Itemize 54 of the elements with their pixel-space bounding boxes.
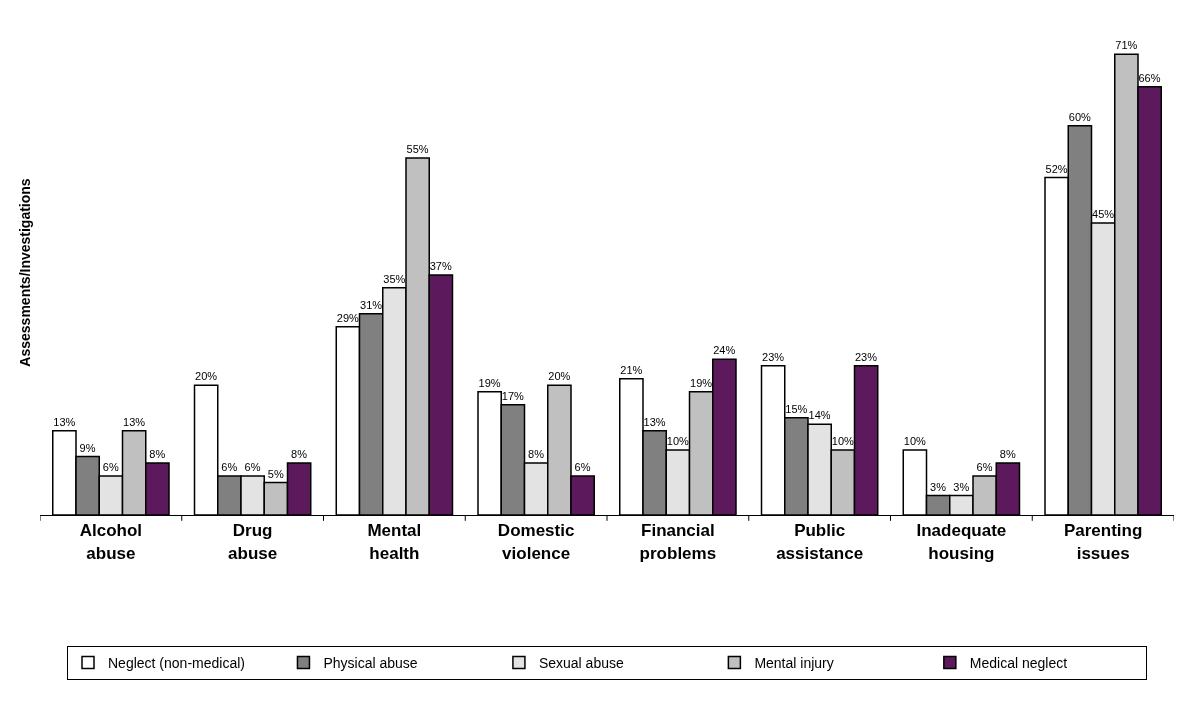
data-label: 35% (383, 272, 406, 285)
x-tick-label: Public assistance (776, 521, 864, 563)
data-label: 10% (666, 435, 689, 448)
data-label: 29% (336, 311, 359, 324)
data-label: 8% (528, 448, 545, 461)
data-label: 24% (713, 344, 736, 357)
data-label: 55% (406, 143, 429, 156)
data-label: 23% (762, 350, 785, 363)
legend-label: Sexual abuse (538, 655, 624, 672)
x-tick-label: Mental health (367, 521, 422, 563)
data-label: 8% (149, 448, 166, 461)
x-tick-label: Inadequate housing (916, 521, 1007, 563)
data-label: 45% (1092, 207, 1115, 220)
data-label: 23% (855, 350, 878, 363)
data-label: 15% (785, 402, 808, 415)
data-label: 3% (953, 480, 970, 493)
data-label: 6% (102, 461, 119, 474)
data-label: 37% (429, 259, 452, 272)
data-label: 13% (123, 415, 146, 428)
data-label: 20% (195, 370, 218, 383)
data-label: 6% (574, 461, 591, 474)
data-label: 6% (976, 461, 993, 474)
legend-label: Neglect (non-medical) (108, 655, 245, 672)
data-label: 8% (291, 448, 308, 461)
data-label: 6% (244, 461, 261, 474)
data-label: 5% (267, 467, 284, 480)
data-label: 14% (808, 409, 831, 422)
data-label: 60% (1068, 110, 1091, 123)
data-label: 13% (643, 415, 666, 428)
data-label: 31% (360, 298, 383, 311)
data-label: 19% (690, 376, 713, 389)
data-label: 13% (53, 415, 76, 428)
x-tick-label: Drug abuse (228, 521, 278, 563)
data-label: 17% (501, 389, 524, 402)
data-label: 52% (1045, 162, 1068, 175)
x-tick-label: Financial problems (639, 521, 717, 563)
data-label: 19% (478, 376, 501, 389)
data-label: 10% (831, 435, 854, 448)
data-label: 66% (1138, 71, 1161, 84)
data-label: 21% (620, 363, 643, 376)
x-tick-label: Alcohol abuse (79, 521, 143, 563)
data-label: 71% (1115, 39, 1138, 52)
data-label: 6% (221, 461, 238, 474)
legend-label: Medical neglect (969, 655, 1068, 672)
y-axis-title: Assessments/Investigations (16, 178, 33, 367)
data-label: 9% (79, 441, 96, 454)
data-label: 10% (903, 435, 926, 448)
x-tick-label: Domestic violence (497, 521, 575, 563)
data-label: 8% (999, 448, 1016, 461)
data-label: 20% (548, 370, 571, 383)
legend-label: Physical abuse (323, 655, 418, 672)
data-label: 3% (930, 480, 947, 493)
legend-label: Mental injury (754, 655, 834, 672)
x-tick-label: Parenting issues (1063, 521, 1143, 563)
